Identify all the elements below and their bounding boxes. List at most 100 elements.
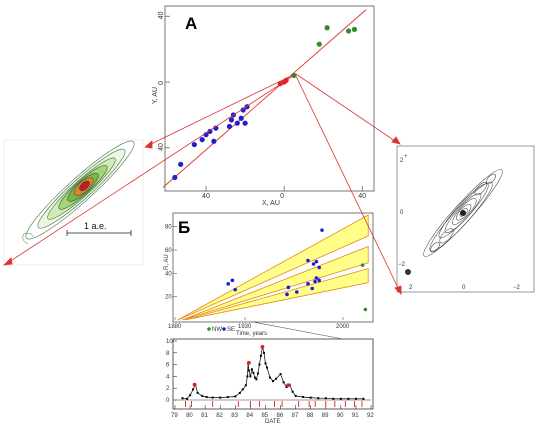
panel-a-point bbox=[211, 138, 217, 144]
panel-c-point bbox=[246, 375, 249, 378]
panel-a-point bbox=[316, 41, 322, 47]
panel-c-point bbox=[192, 388, 195, 391]
panel-c-xtick-label: 84 bbox=[246, 413, 253, 419]
panel-c-point bbox=[294, 394, 297, 397]
panel-c-xtick-label: 91 bbox=[352, 413, 359, 419]
panel-c-ytick-label: 10 bbox=[166, 339, 173, 345]
panel-c-event-markers bbox=[185, 401, 363, 407]
right-xtick-3: −2 bbox=[513, 285, 521, 291]
panel-b-point bbox=[311, 262, 316, 266]
panel-a-point bbox=[207, 128, 213, 135]
panel-b-point bbox=[295, 290, 299, 294]
panel-c-x-ticks: 79 80 81 82 83 84 85 86 87 88 89 90 91 92 bbox=[171, 399, 374, 419]
panel-b-ytick-label: 40 bbox=[165, 271, 172, 277]
panel-c-point bbox=[291, 390, 294, 393]
link-b-to-c bbox=[252, 321, 344, 340]
panel-b-point bbox=[310, 286, 315, 291]
panel-a-point bbox=[178, 161, 184, 167]
panel-b-point bbox=[317, 265, 322, 270]
panel-b-ytick-label: 20 bbox=[165, 295, 172, 301]
panel-b: Б 1880 1930 2000 80 60 40 20 Time, years R, A… bbox=[164, 212, 374, 337]
panel-c-point bbox=[268, 376, 271, 379]
panel-a-xtick-label: 0 bbox=[280, 193, 284, 200]
panel-b-legend: NW SE bbox=[207, 327, 235, 333]
panel-b-point bbox=[233, 287, 237, 292]
panel-a-point bbox=[172, 174, 178, 181]
panel-c-point bbox=[189, 394, 192, 397]
panel-c-xtick-label: 88 bbox=[307, 413, 314, 419]
panel-a-xlabel: X, AU bbox=[262, 200, 280, 207]
arrowhead-a-to-left bbox=[144, 140, 153, 149]
panel-a-point bbox=[191, 141, 197, 148]
arrow-a-to-right-top bbox=[295, 73, 399, 144]
panel-c-xtick-label: 80 bbox=[186, 413, 193, 419]
legend-se-label: SE bbox=[227, 327, 235, 333]
panel-c-point bbox=[234, 395, 237, 398]
panel-a-x-ticks: 40 0 40 bbox=[202, 186, 366, 200]
panel-a-point bbox=[228, 117, 235, 123]
panel-c-ytick-label: 8 bbox=[166, 351, 170, 357]
panel-a-point bbox=[226, 123, 233, 130]
panel-a: А 40 0 40 40 0 40 X, AU Y, AU bbox=[152, 5, 375, 207]
panel-c-point bbox=[241, 388, 244, 391]
panel-b-point bbox=[320, 228, 324, 232]
panel-c-point bbox=[354, 397, 357, 400]
panel-c-point bbox=[238, 391, 241, 394]
left-cloud-contours bbox=[25, 140, 135, 240]
panel-a-point bbox=[234, 120, 240, 126]
right-ytick-2: 0 bbox=[400, 210, 404, 216]
panel-a-point bbox=[291, 72, 297, 79]
panel-c-xtick-label: 82 bbox=[216, 413, 223, 419]
panel-c-point bbox=[255, 378, 258, 381]
panel-a-ytick-label: 40 bbox=[158, 143, 165, 151]
right-xtick-1: 2 bbox=[409, 285, 413, 291]
panel-c-point bbox=[317, 397, 320, 400]
arrow-a-to-right-bottom bbox=[295, 75, 401, 293]
panel-c-point bbox=[253, 376, 256, 379]
panel-c-point bbox=[258, 363, 261, 366]
right-map-cross: + bbox=[404, 154, 408, 160]
legend-nw-marker bbox=[207, 327, 211, 331]
panel-c-point bbox=[244, 384, 247, 387]
left-cloud-faint-contour bbox=[22, 232, 35, 245]
panel-a-point bbox=[238, 115, 244, 121]
right-map-bright-core bbox=[460, 210, 466, 216]
panel-b-point bbox=[286, 285, 291, 290]
panel-c-points bbox=[181, 345, 365, 400]
panel-a-point bbox=[242, 120, 248, 126]
right-map-image: + 2 0 −2 2 0 −2 bbox=[396, 145, 535, 293]
panel-b-ytick-label: 80 bbox=[165, 225, 172, 231]
panel-c-peak-point bbox=[192, 382, 197, 387]
panel-c-point bbox=[186, 397, 189, 400]
arrow-a-to-left bbox=[146, 74, 294, 147]
panel-c-xtick-label: 87 bbox=[292, 413, 299, 419]
panel-a-point bbox=[324, 25, 330, 31]
arrow-a-to-left-bottom bbox=[5, 75, 294, 265]
panel-c: 79 80 81 82 83 84 85 86 87 88 89 90 91 92 0 2 4 6 8 10 DAT… bbox=[166, 338, 374, 425]
right-map-contours bbox=[423, 169, 503, 257]
panel-a-ytick-label: 40 bbox=[158, 11, 165, 19]
panel-c-point bbox=[279, 373, 282, 376]
panel-c-ytick-label: 4 bbox=[166, 374, 170, 380]
panel-c-point bbox=[226, 396, 229, 399]
panel-b-point bbox=[360, 263, 365, 267]
panel-c-y-ticks: 0 2 4 6 8 10 bbox=[166, 339, 177, 404]
panel-b-point bbox=[317, 278, 322, 283]
panel-b-point bbox=[363, 307, 368, 312]
panel-c-point bbox=[219, 396, 222, 399]
panel-c-ytick-label: 6 bbox=[166, 363, 170, 369]
panel-c-xtick-label: 81 bbox=[201, 413, 208, 419]
panel-a-point bbox=[345, 28, 352, 34]
panel-c-point bbox=[264, 362, 267, 365]
connector-arrows bbox=[2, 73, 402, 340]
panel-a-points bbox=[172, 25, 358, 181]
panel-c-xlabel: DATE bbox=[265, 419, 281, 425]
left-cloud-image: 1 а.е. bbox=[3, 139, 144, 266]
panel-c-peak-point bbox=[260, 345, 265, 349]
panel-c-peak-point bbox=[286, 383, 290, 388]
panel-c-xtick-label: 83 bbox=[231, 413, 238, 419]
panel-b-xtick-label: 1880 bbox=[168, 324, 182, 330]
panel-c-point bbox=[265, 366, 268, 369]
panel-b-point bbox=[226, 282, 230, 286]
